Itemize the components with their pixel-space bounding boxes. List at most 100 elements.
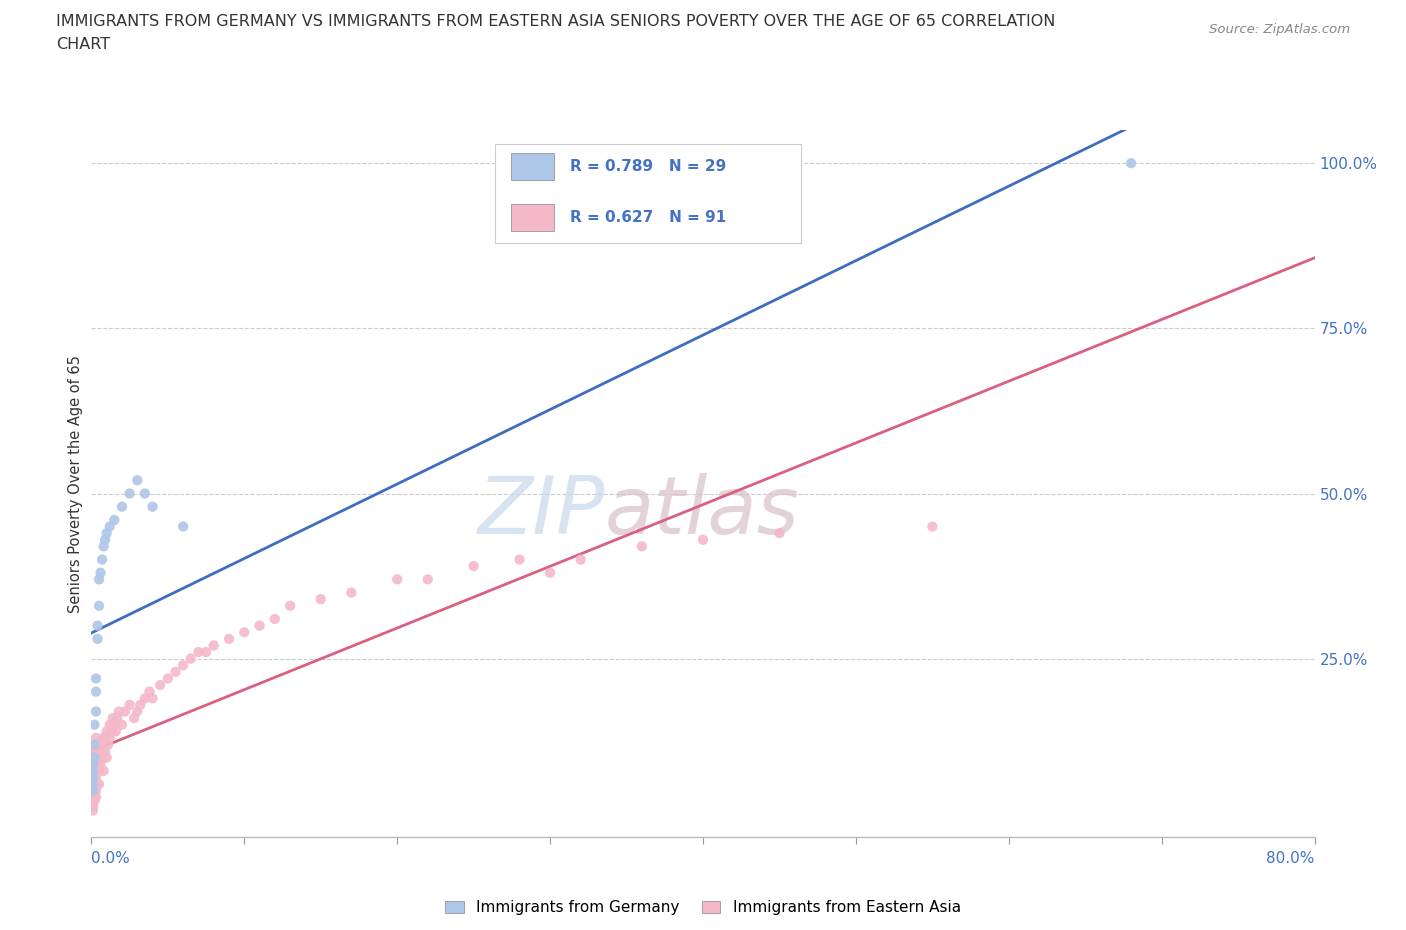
- Point: [172, 658, 194, 672]
- Point: [87, 751, 110, 765]
- Point: [82, 790, 104, 804]
- Point: [86, 631, 108, 646]
- Point: [82, 787, 104, 802]
- Point: [631, 538, 654, 553]
- Point: [84, 790, 107, 804]
- Point: [278, 598, 301, 613]
- Y-axis label: Seniors Poverty Over the Age of 65: Seniors Poverty Over the Age of 65: [67, 354, 83, 613]
- Point: [103, 512, 125, 527]
- Point: [82, 783, 104, 798]
- Point: [84, 737, 107, 752]
- Point: [768, 525, 790, 540]
- Point: [141, 499, 163, 514]
- Point: [111, 717, 134, 732]
- Point: [692, 532, 714, 547]
- Point: [84, 704, 107, 719]
- Point: [90, 565, 112, 580]
- Point: [96, 525, 118, 540]
- Text: R = 0.627   N = 91: R = 0.627 N = 91: [569, 209, 725, 225]
- Point: [103, 717, 125, 732]
- Point: [98, 730, 121, 745]
- Point: [416, 572, 439, 587]
- Point: [101, 711, 124, 725]
- Point: [82, 764, 104, 778]
- Point: [84, 757, 107, 772]
- Point: [195, 644, 218, 659]
- Point: [82, 777, 104, 791]
- Point: [86, 751, 108, 765]
- Point: [83, 787, 105, 802]
- Point: [309, 591, 332, 606]
- Text: CHART: CHART: [56, 37, 110, 52]
- Point: [84, 777, 107, 791]
- Point: [172, 519, 194, 534]
- Point: [93, 764, 115, 778]
- Point: [180, 651, 202, 666]
- Point: [156, 671, 179, 686]
- Point: [114, 704, 136, 719]
- Point: [83, 777, 105, 791]
- Point: [83, 717, 105, 732]
- Point: [84, 671, 107, 686]
- Point: [509, 552, 531, 567]
- Text: 80.0%: 80.0%: [1267, 851, 1315, 866]
- Point: [83, 790, 105, 804]
- Point: [94, 532, 117, 547]
- Point: [83, 751, 105, 765]
- Point: [118, 486, 141, 501]
- Point: [538, 565, 561, 580]
- Text: IMMIGRANTS FROM GERMANY VS IMMIGRANTS FROM EASTERN ASIA SENIORS POVERTY OVER THE: IMMIGRANTS FROM GERMANY VS IMMIGRANTS FR…: [56, 14, 1056, 29]
- Point: [218, 631, 240, 646]
- Point: [87, 598, 110, 613]
- Point: [83, 764, 105, 778]
- Point: [83, 751, 105, 765]
- Point: [91, 552, 114, 567]
- Point: [134, 486, 156, 501]
- Point: [84, 783, 107, 798]
- Point: [569, 552, 592, 567]
- Point: [104, 724, 127, 738]
- Point: [83, 737, 105, 752]
- Point: [233, 625, 256, 640]
- Point: [86, 618, 108, 633]
- Point: [165, 664, 187, 679]
- Point: [90, 757, 112, 772]
- Point: [82, 777, 104, 791]
- Point: [134, 691, 156, 706]
- Point: [82, 770, 104, 785]
- Point: [93, 538, 115, 553]
- Text: 0.0%: 0.0%: [91, 851, 131, 866]
- Point: [187, 644, 209, 659]
- Point: [127, 472, 149, 487]
- Point: [122, 711, 145, 725]
- Point: [111, 499, 134, 514]
- Point: [82, 804, 104, 818]
- Point: [100, 724, 122, 738]
- Point: [83, 780, 105, 795]
- Point: [86, 764, 108, 778]
- Point: [108, 704, 131, 719]
- Point: [93, 730, 115, 745]
- Point: [83, 757, 105, 772]
- Point: [385, 572, 409, 587]
- Point: [82, 793, 104, 808]
- Point: [84, 730, 107, 745]
- Point: [149, 678, 172, 693]
- Point: [340, 585, 363, 600]
- Point: [87, 764, 110, 778]
- Point: [82, 757, 104, 772]
- Point: [96, 724, 118, 738]
- Point: [84, 751, 107, 765]
- Point: [83, 793, 105, 808]
- Point: [264, 612, 287, 627]
- Text: ZIP: ZIP: [478, 472, 605, 551]
- Point: [127, 704, 149, 719]
- Point: [82, 770, 104, 785]
- Point: [96, 751, 118, 765]
- Point: [1121, 156, 1143, 171]
- Point: [138, 684, 160, 699]
- Point: [463, 559, 485, 574]
- Point: [84, 770, 107, 785]
- Point: [82, 796, 104, 811]
- Text: Source: ZipAtlas.com: Source: ZipAtlas.com: [1209, 23, 1350, 36]
